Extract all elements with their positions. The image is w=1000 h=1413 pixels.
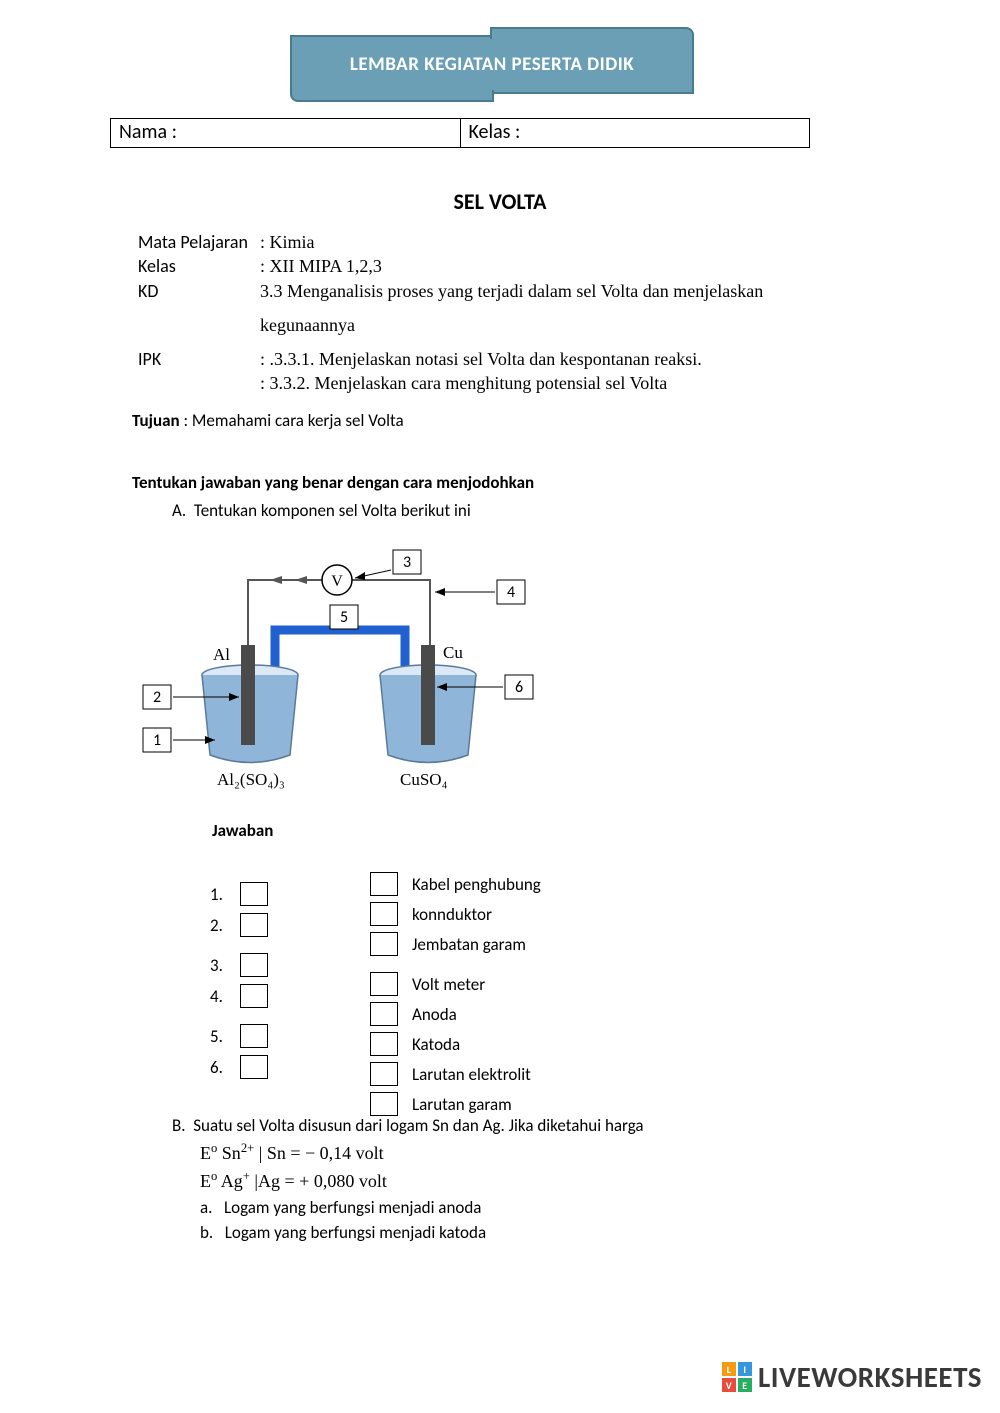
right-electrode bbox=[421, 645, 435, 745]
kelas-info-value: : XII MIPA 1,2,3 bbox=[260, 256, 382, 276]
option-box[interactable] bbox=[370, 1062, 398, 1086]
option-text: konnduktor bbox=[412, 904, 492, 925]
question-b: B. Suatu sel Volta disusun dari logam Sn… bbox=[172, 1113, 644, 1246]
label-3: 3 bbox=[403, 553, 411, 572]
left-solution: Al₂(SO₄)₃ bbox=[217, 770, 285, 789]
answer-box[interactable] bbox=[240, 953, 268, 977]
label-4: 4 bbox=[507, 583, 515, 602]
answer-num: 5. bbox=[210, 1026, 240, 1047]
qb-sub-a: a. Logam yang berfungsi menjadi anoda bbox=[200, 1195, 481, 1221]
qb-sub-b: b. Logam yang berfungsi menjadi katoda bbox=[200, 1220, 486, 1246]
answer-row: 4. bbox=[210, 982, 268, 1010]
wire-arrow bbox=[270, 576, 282, 584]
nama-label: Nama : bbox=[111, 119, 460, 147]
watermark-logo: L I V E bbox=[722, 1362, 752, 1392]
name-row: Nama : Kelas : bbox=[110, 118, 810, 148]
mp-label: Mata Pelajaran bbox=[138, 230, 260, 254]
option-text: Kabel penghubung bbox=[412, 874, 541, 895]
ipk-value2: : 3.3.2. Menjelaskan cara menghitung pot… bbox=[260, 373, 667, 393]
answer-row: 6. bbox=[210, 1053, 268, 1081]
qb-line1: Eo Sn2+ | Sn = − 0,14 volt bbox=[200, 1139, 384, 1167]
watermark: L I V E LIVEWORKSHEETS bbox=[722, 1359, 982, 1395]
answer-box[interactable] bbox=[240, 913, 268, 937]
option-row: Jembatan garam bbox=[370, 930, 541, 958]
option-box[interactable] bbox=[370, 1032, 398, 1056]
option-row: Larutan elektrolit bbox=[370, 1060, 541, 1088]
jawaban-header: Jawaban bbox=[212, 820, 273, 841]
banner: LEMBAR KEGIATAN PESERTA DIDIK bbox=[290, 35, 694, 94]
kelas-info-label: Kelas bbox=[138, 254, 260, 278]
label-2: 2 bbox=[153, 688, 161, 707]
answers-block: 1. 2. 3. 4. 5. 6. bbox=[210, 880, 268, 1084]
kd-value: 3.3 Menganalisis proses yang terjadi dal… bbox=[260, 281, 763, 301]
label-1: 1 bbox=[153, 731, 161, 750]
option-text: Jembatan garam bbox=[412, 934, 526, 955]
option-row: Volt meter bbox=[370, 970, 541, 998]
diagram-svg: V Al Al₂(SO₄)₃ Cu CuSO₄ 3 4 5 6 2 1 bbox=[135, 530, 615, 810]
option-text: Larutan elektrolit bbox=[412, 1064, 531, 1085]
option-box[interactable] bbox=[370, 932, 398, 956]
cu-label: Cu bbox=[443, 643, 463, 662]
banner-text: LEMBAR KEGIATAN PESERTA DIDIK bbox=[350, 53, 634, 76]
wm-e: E bbox=[738, 1378, 752, 1392]
answer-box[interactable] bbox=[240, 1024, 268, 1048]
option-box[interactable] bbox=[370, 972, 398, 996]
option-box[interactable] bbox=[370, 902, 398, 926]
option-text: Anoda bbox=[412, 1004, 457, 1025]
options-block: Kabel penghubung konnduktor Jembatan gar… bbox=[370, 870, 541, 1120]
ipk-value1: : .3.3.1. Menjelaskan notasi sel Volta d… bbox=[260, 349, 702, 369]
option-row: konnduktor bbox=[370, 900, 541, 928]
option-box[interactable] bbox=[370, 1002, 398, 1026]
answer-num: 3. bbox=[210, 955, 240, 976]
label-5: 5 bbox=[340, 608, 348, 627]
wire-arrow bbox=[295, 576, 307, 584]
tujuan-value: : Memahami cara kerja sel Volta bbox=[180, 410, 404, 431]
option-text: Larutan garam bbox=[412, 1094, 512, 1115]
ipk-label: IPK bbox=[138, 347, 260, 371]
left-electrode bbox=[241, 645, 255, 745]
option-row: Kabel penghubung bbox=[370, 870, 541, 898]
right-solution: CuSO₄ bbox=[400, 770, 448, 789]
answer-row: 1. bbox=[210, 880, 268, 908]
option-text: Volt meter bbox=[412, 974, 485, 995]
kelas-label: Kelas : bbox=[460, 119, 810, 147]
label-6: 6 bbox=[515, 678, 523, 697]
option-row: Anoda bbox=[370, 1000, 541, 1028]
answer-row: 5. bbox=[210, 1022, 268, 1050]
qa-text: Tentukan komponen sel Volta berikut ini bbox=[194, 500, 471, 521]
kd-value2: kegunaannya bbox=[260, 315, 355, 335]
page-title: SEL VOLTA bbox=[0, 188, 1000, 215]
answer-row: 2. bbox=[210, 911, 268, 939]
instruction: Tentukan jawaban yang benar dengan cara … bbox=[132, 472, 534, 493]
option-row: Katoda bbox=[370, 1030, 541, 1058]
tujuan-label: Tujuan bbox=[132, 410, 180, 431]
answer-row: 3. bbox=[210, 951, 268, 979]
answer-box[interactable] bbox=[240, 1055, 268, 1079]
question-a: A. Tentukan komponen sel Volta berikut i… bbox=[172, 500, 471, 521]
answer-num: 1. bbox=[210, 884, 240, 905]
answer-box[interactable] bbox=[240, 882, 268, 906]
wm-i: I bbox=[738, 1362, 752, 1376]
option-box[interactable] bbox=[370, 872, 398, 896]
kd-label: KD bbox=[138, 279, 260, 303]
mp-value: : Kimia bbox=[260, 232, 315, 252]
info-table: Mata Pelajaran: Kimia Kelas: XII MIPA 1,… bbox=[138, 230, 763, 396]
watermark-text: LIVEWORKSHEETS bbox=[758, 1359, 982, 1395]
answer-num: 2. bbox=[210, 915, 240, 936]
answer-box[interactable] bbox=[240, 984, 268, 1008]
al-label: Al bbox=[213, 645, 230, 664]
qb-text: Suatu sel Volta disusun dari logam Sn da… bbox=[193, 1115, 643, 1136]
answer-num: 4. bbox=[210, 986, 240, 1007]
wm-v: V bbox=[722, 1378, 736, 1392]
qb-letter: B. bbox=[172, 1115, 186, 1136]
option-text: Katoda bbox=[412, 1034, 460, 1055]
qb-line2: Eo Ag+ |Ag = + 0,080 volt bbox=[200, 1167, 387, 1195]
wm-l: L bbox=[722, 1362, 736, 1376]
tujuan: Tujuan : Memahami cara kerja sel Volta bbox=[132, 410, 404, 431]
answer-num: 6. bbox=[210, 1057, 240, 1078]
volta-diagram: V Al Al₂(SO₄)₃ Cu CuSO₄ 3 4 5 6 2 1 bbox=[135, 530, 615, 815]
voltmeter-label: V bbox=[331, 573, 343, 590]
qa-letter: A. bbox=[172, 500, 186, 521]
